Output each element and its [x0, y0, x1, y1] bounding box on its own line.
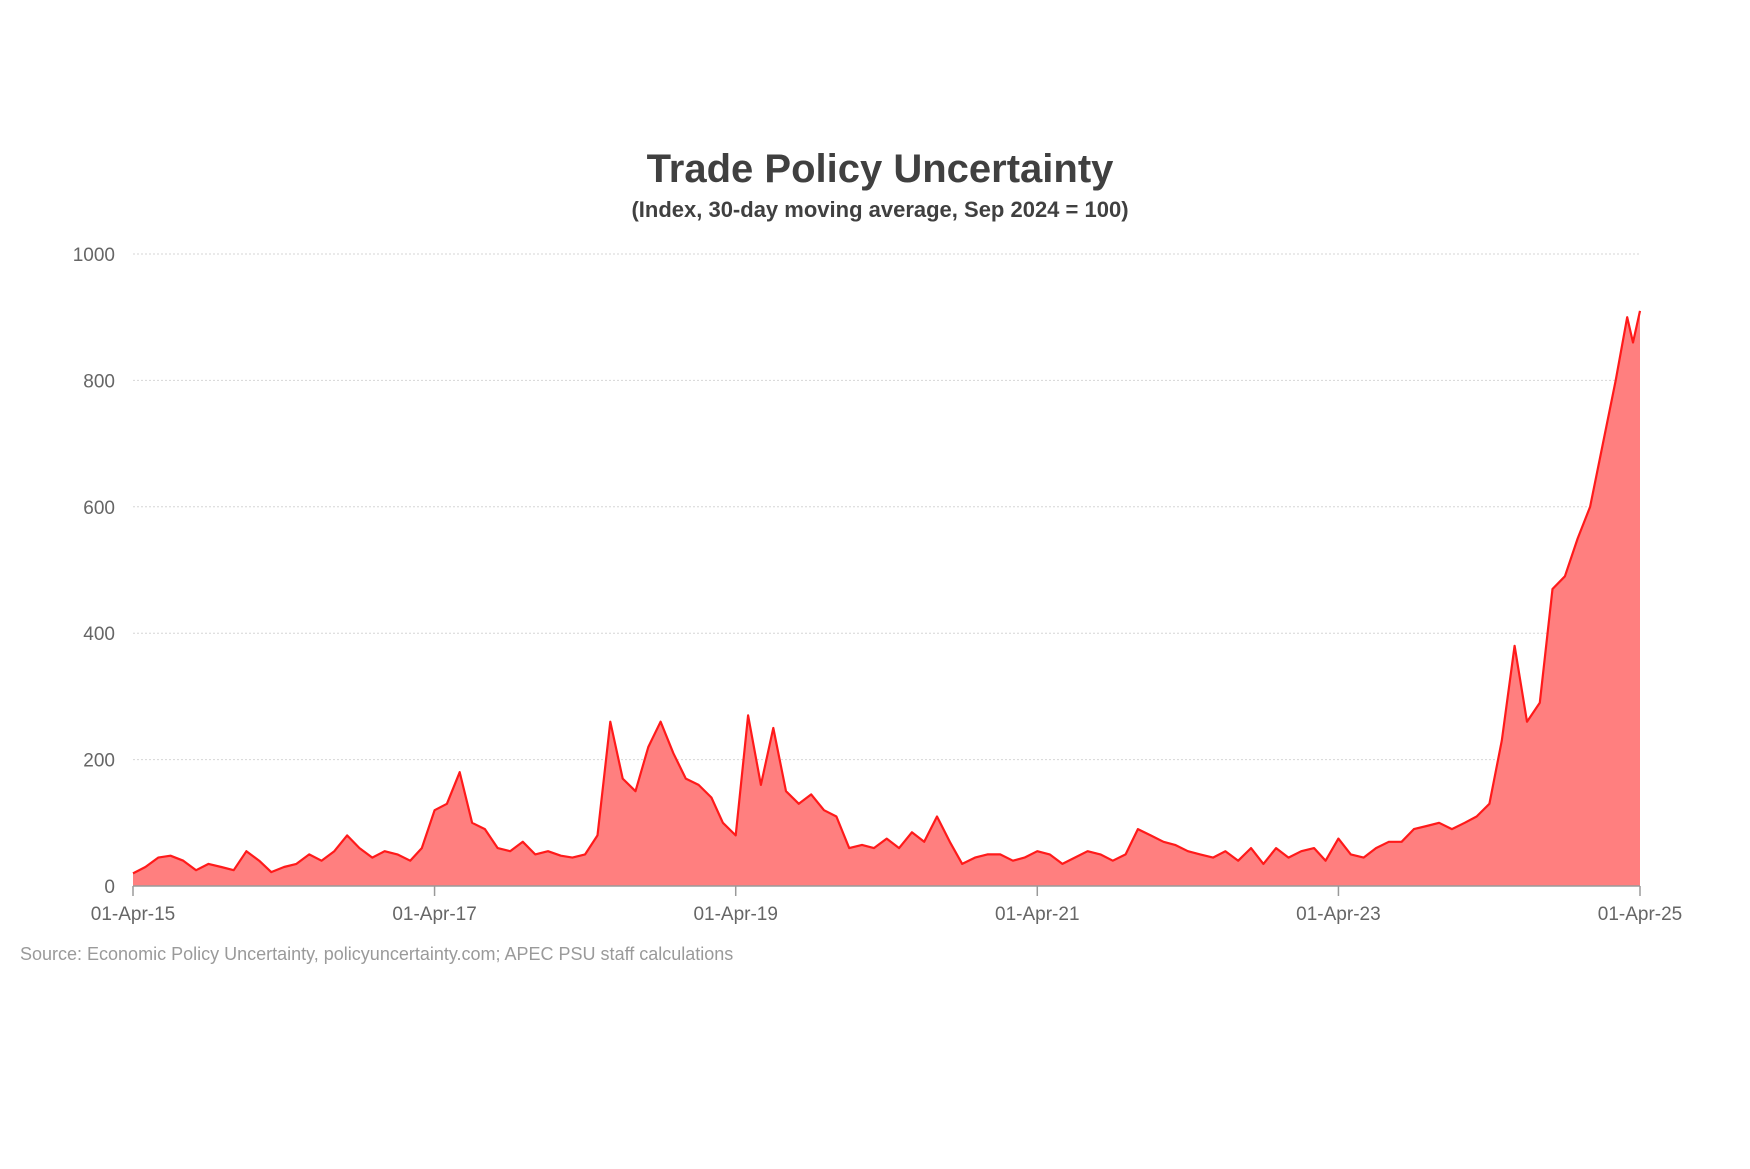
source-note: Source: Economic Policy Uncertainty, pol…	[20, 944, 733, 964]
series-line	[132, 310, 1642, 875]
y-tick-label: 800	[83, 371, 115, 392]
y-tick-label: 0	[104, 877, 115, 898]
x-tick-label: 01-Apr-23	[1296, 904, 1381, 925]
y-tick-label: 200	[83, 751, 115, 772]
y-tick-label: 400	[83, 624, 115, 645]
x-tick-label: 01-Apr-17	[392, 904, 477, 925]
plot-area	[132, 310, 1642, 886]
chart-subtitle: (Index, 30-day moving average, Sep 2024 …	[631, 197, 1128, 222]
y-gridlines	[133, 253, 1640, 761]
y-tick-label: 1000	[73, 245, 115, 266]
series-area	[133, 310, 1640, 886]
x-axis	[132, 885, 1641, 896]
chart-title: Trade Policy Uncertainty	[647, 147, 1115, 191]
y-tick-labels: 0 200 400 600 800 1000	[73, 245, 115, 898]
y-tick-label: 600	[83, 498, 115, 519]
x-tick-label: 01-Apr-25	[1598, 904, 1683, 925]
x-tick-label: 01-Apr-21	[995, 904, 1080, 925]
x-tick-label: 01-Apr-19	[693, 904, 778, 925]
x-tick-label: 01-Apr-15	[91, 904, 176, 925]
x-tick-labels: 01-Apr-15 01-Apr-17 01-Apr-19 01-Apr-21 01-A…	[91, 904, 1683, 925]
